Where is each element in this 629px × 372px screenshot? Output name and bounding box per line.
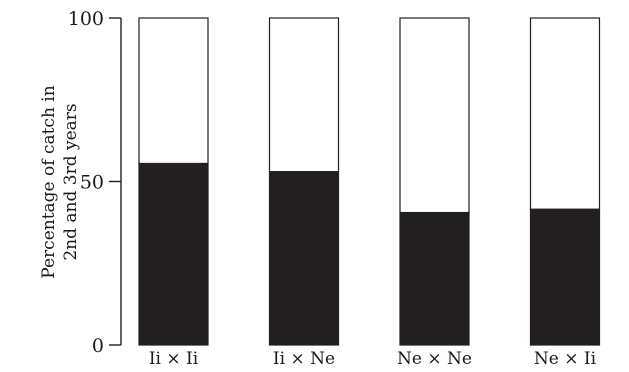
x-tick-label-1: Ii × Ii [149,349,199,369]
x-tick-label-3: Ne × Ne [397,349,472,369]
bar-remainder-4 [529,17,601,210]
bar-remainder-1 [138,17,209,165]
bar-filled-1 [138,162,209,346]
y-axis-label: Percentage of catch in 2nd and 3rd years [39,85,81,278]
bar-remainder-2 [268,17,340,173]
y-axis: 0 50 100 [68,8,122,357]
bar-remainder-3 [399,17,470,214]
bar-filled-2 [268,171,340,346]
bars [138,17,601,346]
x-tick-label-2: Ii × Ne [273,349,335,369]
y-tick-label-0: 0 [92,335,104,357]
y-axis-label-line-1: Percentage of catch in [39,85,59,278]
y-tick-label-50: 50 [80,172,104,194]
y-tick-label-100: 100 [68,8,104,30]
x-tick-labels: Ii × Ii Ii × Ne Ne × Ne Ne × Ii [149,349,597,369]
y-axis-label-line-2: 2nd and 3rd years [61,103,81,260]
bar-filled-4 [529,208,601,346]
bar-filled-3 [399,211,470,346]
x-tick-label-4: Ne × Ii [534,349,597,369]
